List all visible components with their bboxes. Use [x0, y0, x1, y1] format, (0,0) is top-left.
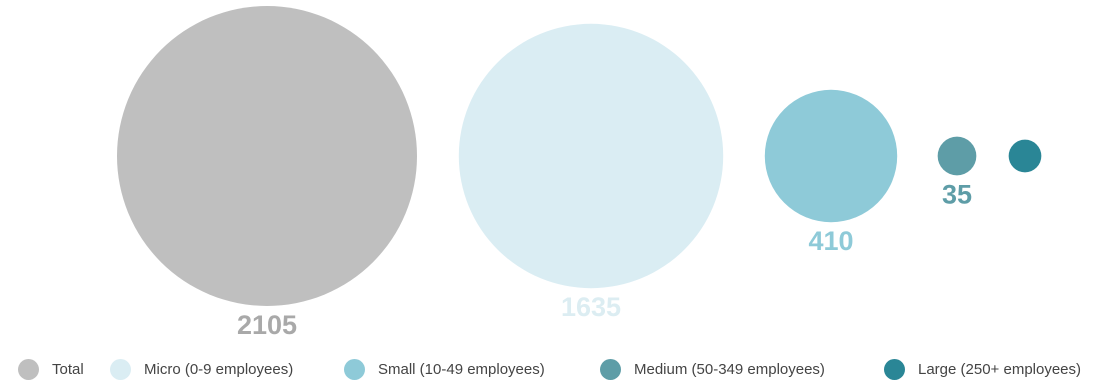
bubble-large[interactable] [1008, 139, 1042, 173]
value-label-small: 410 [808, 226, 853, 256]
bubble-group [117, 6, 1042, 306]
legend-label-micro: Micro (0-9 employees) [144, 360, 294, 378]
legend-item-large[interactable]: Large (250+ employees) [884, 354, 1081, 384]
legend-label-large: Large (250+ employees) [918, 360, 1082, 378]
legend-swatch-total [18, 358, 39, 380]
bubble-micro[interactable] [458, 23, 724, 289]
bubble-medium[interactable] [937, 136, 977, 176]
legend-swatch-small [344, 358, 365, 380]
legend-label-medium: Medium (50-349 employees) [634, 360, 825, 378]
legend-swatch-micro [110, 358, 131, 380]
legend-item-medium[interactable]: Medium (50-349 employees) [600, 354, 825, 384]
legend-label-total: Total [52, 360, 84, 378]
value-label-group: 2105 1635 410 35 [237, 179, 972, 340]
legend: Total Micro (0-9 employees) Small (10-49… [0, 354, 1120, 384]
legend-swatch-medium [600, 358, 621, 380]
value-label-micro: 1635 [561, 292, 621, 322]
legend-item-micro[interactable]: Micro (0-9 employees) [110, 354, 293, 384]
legend-item-total[interactable]: Total [18, 354, 84, 384]
legend-item-small[interactable]: Small (10-49 employees) [344, 354, 545, 384]
value-label-medium: 35 [942, 179, 972, 209]
bubble-total[interactable] [117, 6, 417, 306]
value-label-total: 2105 [237, 310, 297, 340]
legend-label-small: Small (10-49 employees) [378, 360, 545, 378]
bubble-small[interactable] [764, 89, 898, 223]
legend-swatch-large [884, 358, 905, 380]
